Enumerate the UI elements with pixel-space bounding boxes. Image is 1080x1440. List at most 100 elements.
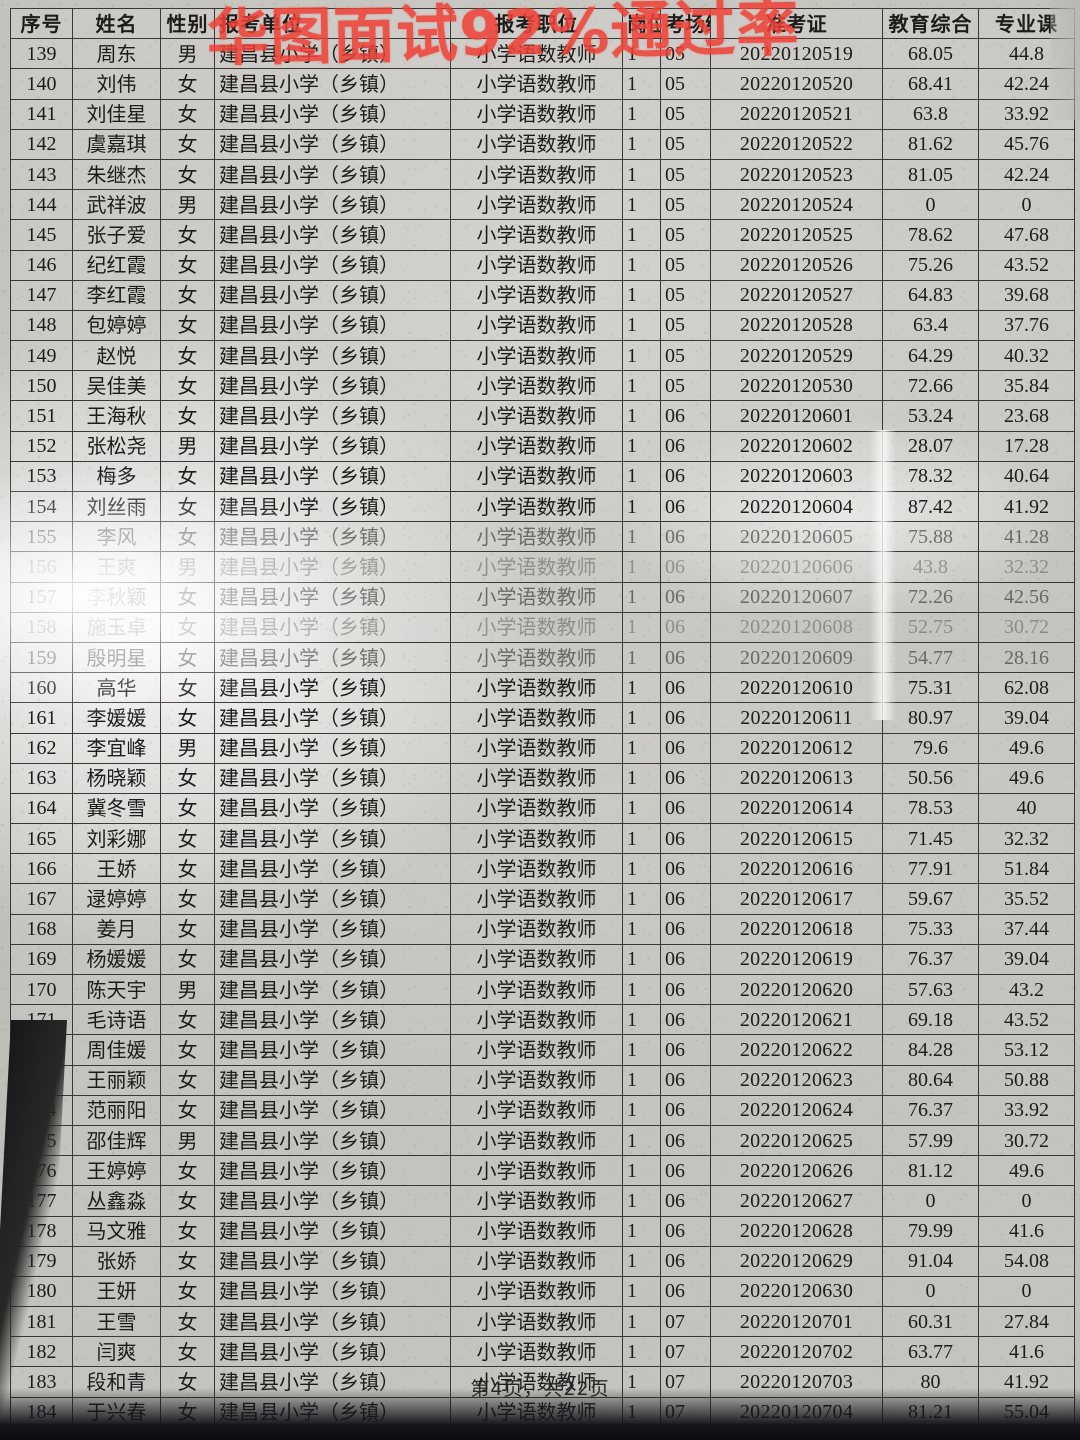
cell-unit: 建昌县小学（乡镇） [214,1064,451,1096]
cell-index: 167 [10,883,73,915]
cell-room: 06 [660,430,711,462]
cell-edu: 81.62 [882,128,979,160]
cell-ticket: 20220120525 [710,219,883,251]
cell-code: 1 [622,792,661,825]
cell-name: 周东 [72,38,161,70]
cell-code: 1 [622,732,661,764]
cell-ticket: 20220120702 [710,1336,883,1368]
cell-unit: 建昌县小学（乡镇） [214,641,451,674]
cell-unit: 建昌县小学（乡镇） [214,853,451,885]
cell-major: 41.6 [978,1336,1075,1368]
cell-major: 43.2 [978,973,1075,1006]
table-row: 167 逯婷婷女建昌县小学（乡镇） 小学语数教师 1 06 20220120617 59.6… [10,883,1075,915]
table-body: 139 周东男建昌县小学（乡镇） 小学语数教师 1 05 20220120519 68.05… [10,38,1075,1428]
cell-room: 06 [660,1245,711,1277]
cell-code: 1 [622,1215,661,1247]
cell-index: 139 [10,38,73,70]
cell-code: 1 [622,158,661,191]
cell-edu: 57.99 [882,1124,979,1157]
table-row: 182 闫爽女建昌县小学（乡镇） 小学语数教师 1 07 20220120702 63.77… [10,1336,1075,1368]
cell-code: 1 [622,400,661,432]
cell-major: 53.12 [978,1034,1075,1066]
cell-room: 06 [660,702,711,734]
cell-ticket: 20220120704 [710,1396,883,1428]
cell-sex: 女 [160,521,215,553]
cell-index: 153 [10,460,73,493]
table-row: 178 马文雅女建昌县小学（乡镇） 小学语数教师 1 06 20220120628 79.9… [10,1215,1075,1247]
column-header-major: 专业课 [978,7,1075,40]
cell-edu: 75.31 [882,672,979,704]
cell-edu: 28.07 [882,430,979,462]
cell-room: 05 [660,189,711,221]
table-row: 173 王丽颖女建昌县小学（乡镇） 小学语数教师 1 06 20220120623 80.6… [10,1064,1075,1096]
cell-major: 27.84 [978,1306,1075,1338]
cell-unit: 建昌县小学（乡镇） [214,309,451,342]
cell-major: 55.04 [978,1396,1075,1428]
cell-post: 小学语数教师 [450,641,623,674]
cell-room: 05 [660,370,711,402]
column-header-room: 考场编号 [660,7,711,40]
cell-edu: 87.42 [882,490,979,523]
cell-unit: 建昌县小学（乡镇） [214,521,451,553]
cell-name: 王海秋 [72,400,161,432]
cell-name: 邵佳辉 [72,1124,161,1157]
cell-major: 45.76 [978,128,1075,160]
cell-name: 于兴春 [72,1396,161,1428]
cell-name: 姜月 [72,913,161,945]
cell-room: 06 [660,460,711,493]
cell-unit: 建昌县小学（乡镇） [214,370,451,402]
cell-major: 30.72 [978,1124,1075,1157]
cell-major: 51.84 [978,853,1075,885]
cell-index: 151 [10,400,73,432]
cell-unit: 建昌县小学（乡镇） [214,1155,451,1187]
table-row: 152 张松尧男建昌县小学（乡镇） 小学语数教师 1 06 20220120602 28.0… [10,430,1075,462]
table-row: 184 于兴春女建昌县小学（乡镇） 小学语数教师 1 07 20220120704 81.2… [10,1396,1075,1428]
cell-code: 1 [622,460,661,493]
cell-major: 37.76 [978,309,1075,342]
cell-ticket: 20220120614 [710,792,883,825]
cell-major: 49.6 [978,1155,1075,1187]
cell-code: 1 [622,38,661,70]
cell-name: 杨晓颖 [72,762,161,794]
cell-ticket: 20220120624 [710,1094,883,1126]
cell-edu: 79.99 [882,1215,979,1247]
cell-major: 41.6 [978,1215,1075,1247]
cell-room: 06 [660,732,711,764]
cell-sex: 女 [160,128,215,160]
cell-index: 165 [10,823,73,855]
cell-ticket: 20220120526 [710,249,883,281]
cell-unit: 建昌县小学（乡镇） [214,702,451,734]
cell-unit: 建昌县小学（乡镇） [214,38,451,70]
cell-edu: 79.6 [882,732,979,764]
cell-edu: 0 [882,1275,979,1308]
cell-unit: 建昌县小学（乡镇） [214,1094,451,1126]
cell-unit: 建昌县小学（乡镇） [214,189,451,221]
cell-code: 1 [622,1034,661,1066]
cell-index: 149 [10,340,73,372]
cell-index: 178 [10,1215,73,1247]
cell-unit: 建昌县小学（乡镇） [214,883,451,915]
cell-unit: 建昌县小学（乡镇） [214,1034,451,1066]
cell-sex: 男 [160,189,215,221]
cell-major: 62.08 [978,672,1075,704]
cell-sex: 女 [160,1064,215,1096]
cell-code: 1 [622,279,661,311]
cell-code: 1 [622,1275,661,1308]
cell-room: 06 [660,1275,711,1308]
cell-edu: 76.37 [882,943,979,976]
column-header-post: 报考职位 [450,7,623,40]
cell-unit: 建昌县小学（乡镇） [214,1336,451,1368]
cell-index: 150 [10,370,73,402]
column-header-index: 序号 [10,7,73,40]
cell-unit: 建昌县小学（乡镇） [214,1306,451,1338]
table-row: 171 毛诗语女建昌县小学（乡镇） 小学语数教师 1 06 20220120621 69.1… [10,1004,1075,1036]
cell-name: 殷明星 [72,641,161,674]
cell-ticket: 20220120607 [710,581,883,613]
cell-unit: 建昌县小学（乡镇） [214,98,451,130]
cell-room: 05 [660,249,711,281]
cell-edu: 43.8 [882,551,979,583]
cell-ticket: 20220120604 [710,490,883,523]
cell-unit: 建昌县小学（乡镇） [214,732,451,764]
cell-ticket: 20220120605 [710,521,883,553]
cell-edu: 60.31 [882,1306,979,1338]
